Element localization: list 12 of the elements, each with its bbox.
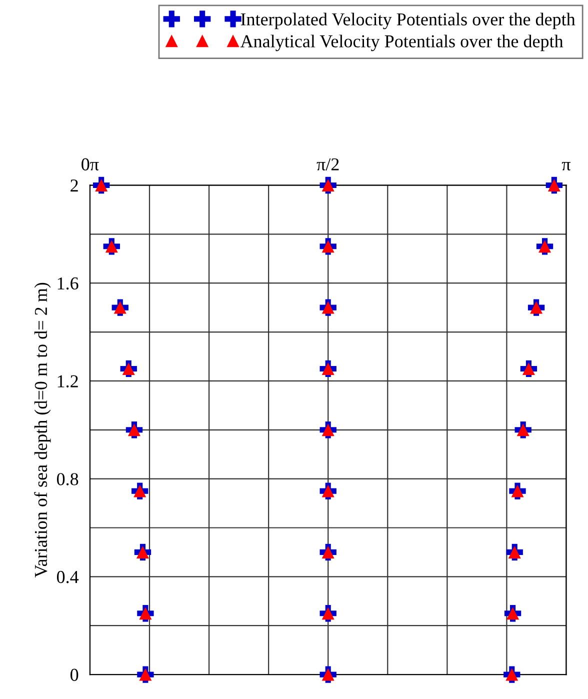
x-tick-label: 0π bbox=[82, 158, 99, 170]
y-tick-label: 0.8 bbox=[56, 473, 78, 486]
y-tick-label: 0 bbox=[70, 668, 78, 681]
y-tick-label: 2 bbox=[70, 180, 78, 192]
y-tick-label: 1.2 bbox=[58, 375, 78, 388]
x-tick-label: π bbox=[562, 162, 571, 170]
y-tick-label: 0.4 bbox=[56, 570, 79, 584]
y-axis-title: Variation of sea depth (d=0 m to d= 2 m) bbox=[34, 282, 51, 578]
legend-label: Analytical Velocity Potentials over the depth bbox=[240, 34, 564, 52]
legend-label: Interpolated Velocity Potentials over the depth bbox=[240, 12, 576, 30]
x-tick-label: π/2 bbox=[316, 158, 339, 170]
y-tick-label: 1.6 bbox=[58, 277, 78, 290]
